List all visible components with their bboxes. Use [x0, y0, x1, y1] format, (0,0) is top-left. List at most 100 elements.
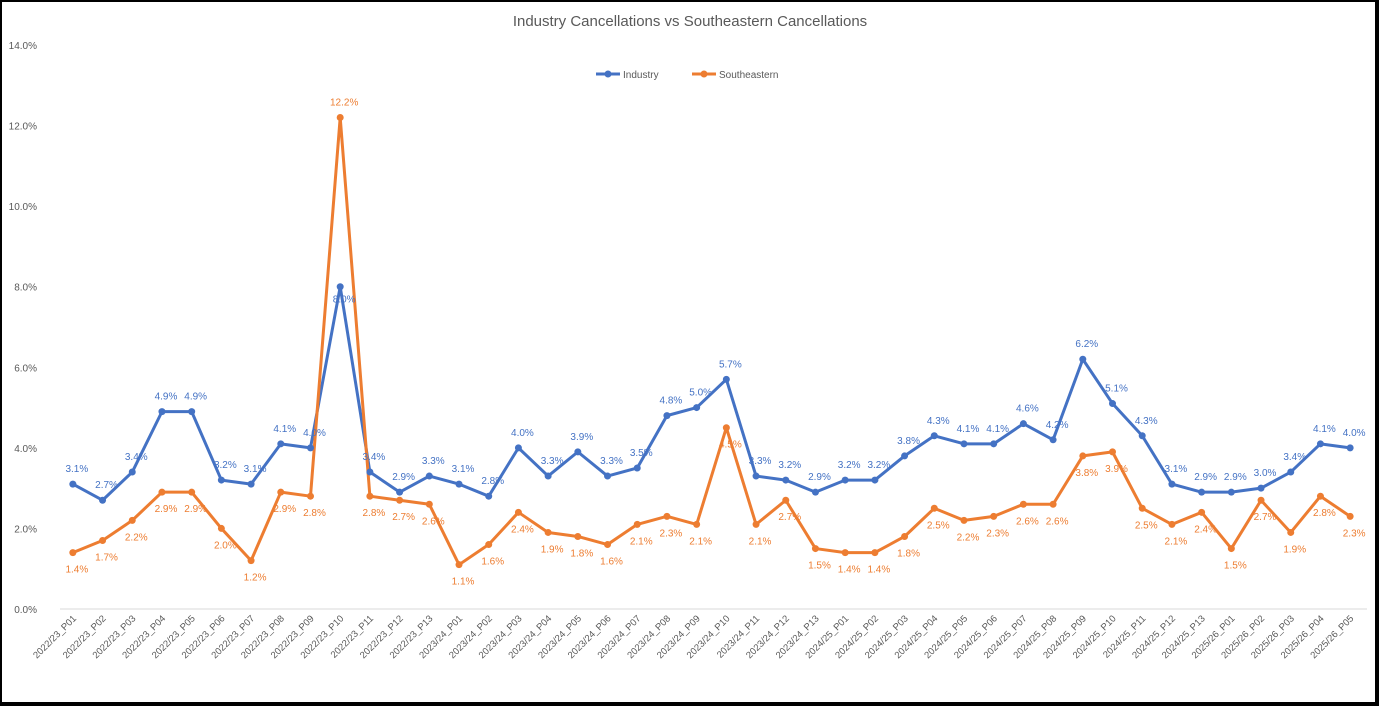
y-tick-label: 8.0% [14, 283, 37, 294]
data-point-industry [960, 440, 968, 448]
data-label-industry: 3.3% [422, 456, 445, 467]
data-point-southeastern [930, 504, 938, 512]
y-tick-label: 14.0% [9, 41, 37, 52]
data-point-industry [1109, 400, 1117, 408]
data-label-industry: 3.4% [1283, 452, 1306, 463]
data-label-industry: 3.1% [65, 464, 88, 475]
data-point-southeastern [1168, 520, 1176, 528]
data-point-southeastern [99, 537, 107, 545]
data-label-southeastern: 2.4% [511, 524, 534, 535]
data-point-southeastern [188, 488, 196, 496]
data-point-industry [663, 412, 671, 420]
data-label-southeastern: 1.6% [481, 557, 504, 568]
data-label-industry: 3.3% [749, 456, 772, 467]
data-point-southeastern [722, 424, 730, 432]
data-point-industry [752, 472, 760, 480]
data-label-southeastern: 2.8% [303, 508, 326, 519]
data-label-industry: 6.2% [1075, 339, 1098, 350]
data-point-industry [1198, 488, 1206, 496]
data-point-southeastern [1138, 504, 1146, 512]
data-label-industry: 3.1% [452, 464, 475, 475]
data-point-industry [722, 375, 730, 383]
data-point-southeastern [633, 520, 641, 528]
data-label-industry: 2.8% [481, 476, 504, 487]
data-point-industry [366, 468, 374, 476]
data-point-industry [69, 480, 77, 488]
data-label-southeastern: 2.6% [422, 516, 445, 527]
data-label-southeastern: 2.8% [362, 508, 385, 519]
data-label-industry: 3.0% [1254, 468, 1277, 479]
data-point-industry [158, 408, 166, 416]
data-point-industry [514, 444, 522, 452]
data-label-industry: 2.9% [392, 472, 415, 483]
data-label-southeastern: 12.2% [330, 98, 358, 109]
data-label-southeastern: 2.7% [778, 512, 801, 523]
data-label-southeastern: 2.1% [749, 536, 772, 547]
data-label-industry: 4.1% [273, 424, 296, 435]
data-point-southeastern [366, 492, 374, 500]
data-point-industry [604, 472, 612, 480]
data-point-industry [99, 496, 107, 504]
data-point-southeastern [128, 516, 136, 524]
data-label-industry: 4.9% [184, 392, 207, 403]
data-point-southeastern [277, 488, 285, 496]
data-point-industry [1227, 488, 1235, 496]
data-label-southeastern: 2.1% [1165, 536, 1188, 547]
data-label-southeastern: 1.6% [600, 557, 623, 568]
data-point-industry [217, 476, 225, 484]
data-label-industry: 3.2% [867, 460, 890, 471]
data-label-industry: 2.9% [1194, 472, 1217, 483]
data-point-southeastern [1346, 512, 1354, 520]
data-point-industry [455, 480, 463, 488]
y-tick-label: 6.0% [14, 363, 37, 374]
data-label-industry: 4.3% [1135, 416, 1158, 427]
data-label-industry: 4.9% [155, 392, 178, 403]
data-point-industry [396, 488, 404, 496]
data-label-southeastern: 1.1% [452, 577, 475, 588]
data-point-industry [1287, 468, 1295, 476]
data-label-industry: 2.7% [95, 480, 118, 491]
data-label-industry: 4.3% [927, 416, 950, 427]
data-label-southeastern: 2.9% [155, 504, 178, 515]
data-point-industry [425, 472, 433, 480]
data-point-southeastern [69, 549, 77, 557]
data-label-southeastern: 1.9% [541, 544, 564, 555]
data-point-southeastern [455, 561, 463, 569]
data-point-industry [1019, 420, 1027, 428]
data-label-southeastern: 2.8% [1313, 508, 1336, 519]
y-tick-label: 4.0% [14, 444, 37, 455]
data-label-southeastern: 4.5% [719, 440, 742, 451]
data-point-industry [1257, 484, 1265, 492]
data-label-industry: 3.1% [244, 464, 267, 475]
data-label-industry: 3.1% [1165, 464, 1188, 475]
data-label-southeastern: 2.7% [392, 512, 415, 523]
series-line-southeastern [72, 116, 1351, 567]
data-point-southeastern [1316, 492, 1324, 500]
data-label-southeastern: 2.6% [1046, 516, 1069, 527]
data-label-industry: 3.2% [778, 460, 801, 471]
data-point-industry [633, 464, 641, 472]
data-point-southeastern [514, 508, 522, 516]
data-point-southeastern [544, 528, 552, 536]
series-group: 3.1% 2.7% 3.4% 4.9% 4.9% 3.2% 3.1% 4.1% 4.0% 8.0%… [65, 98, 1365, 588]
data-point-southeastern [1109, 448, 1117, 456]
data-point-industry [1316, 440, 1324, 448]
data-point-industry [693, 404, 701, 412]
data-point-industry [1346, 444, 1354, 452]
data-point-southeastern [425, 500, 433, 508]
data-point-industry [544, 472, 552, 480]
data-point-southeastern [485, 541, 493, 549]
data-label-southeastern: 1.4% [838, 565, 861, 576]
data-point-southeastern [1287, 528, 1295, 536]
data-label-industry: 4.1% [957, 424, 980, 435]
data-point-industry [247, 480, 255, 488]
data-point-industry [1079, 355, 1087, 363]
data-point-southeastern [990, 512, 998, 520]
data-point-industry [930, 432, 938, 440]
data-label-southeastern: 2.5% [927, 520, 950, 531]
data-point-southeastern [752, 520, 760, 528]
data-label-industry: 5.0% [689, 388, 712, 399]
data-point-industry [811, 488, 819, 496]
data-label-southeastern: 2.3% [986, 528, 1009, 539]
